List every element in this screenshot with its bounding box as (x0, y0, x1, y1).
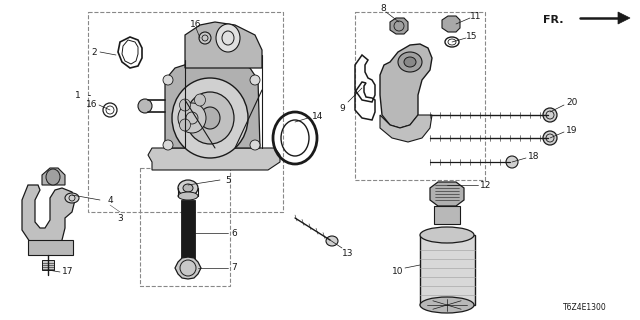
Bar (420, 235, 475, 305)
Text: 16: 16 (86, 100, 98, 108)
Ellipse shape (138, 99, 152, 113)
Polygon shape (442, 16, 460, 32)
Ellipse shape (216, 24, 240, 52)
Ellipse shape (404, 57, 416, 67)
Bar (88, 12, 283, 212)
Text: 18: 18 (528, 151, 540, 161)
Bar (181, 200, 195, 265)
Text: 9: 9 (339, 103, 345, 113)
Ellipse shape (163, 75, 173, 85)
Text: 4: 4 (107, 196, 113, 204)
Bar (42, 260, 54, 270)
Ellipse shape (506, 156, 518, 168)
Ellipse shape (195, 94, 205, 106)
Bar (355, 12, 485, 180)
Text: 10: 10 (392, 268, 404, 276)
Bar (434, 206, 460, 224)
Text: 12: 12 (480, 180, 492, 189)
Polygon shape (380, 115, 432, 142)
Ellipse shape (178, 180, 198, 196)
Polygon shape (22, 185, 75, 250)
Text: 14: 14 (312, 111, 324, 121)
Ellipse shape (178, 103, 206, 133)
Bar (28, 240, 73, 255)
Text: 17: 17 (62, 268, 74, 276)
Ellipse shape (250, 75, 260, 85)
Ellipse shape (179, 99, 191, 111)
Ellipse shape (179, 119, 191, 131)
Text: 1: 1 (75, 91, 81, 100)
Text: FR.: FR. (543, 15, 563, 25)
Text: 20: 20 (566, 98, 578, 107)
Ellipse shape (172, 78, 248, 158)
Ellipse shape (543, 131, 557, 145)
Text: 19: 19 (566, 125, 578, 134)
Ellipse shape (199, 32, 211, 44)
Polygon shape (148, 148, 280, 170)
Polygon shape (185, 22, 262, 68)
Ellipse shape (186, 92, 234, 144)
Ellipse shape (163, 140, 173, 150)
Polygon shape (175, 257, 201, 279)
Text: 8: 8 (380, 4, 386, 12)
Text: 2: 2 (91, 47, 97, 57)
Ellipse shape (200, 107, 220, 129)
Polygon shape (42, 168, 65, 185)
Ellipse shape (46, 169, 60, 185)
Ellipse shape (250, 140, 260, 150)
Polygon shape (380, 44, 432, 128)
Text: 13: 13 (342, 249, 354, 258)
Polygon shape (618, 12, 630, 24)
Text: 15: 15 (467, 31, 477, 41)
Text: 6: 6 (231, 228, 237, 237)
Polygon shape (430, 182, 464, 206)
Polygon shape (390, 18, 408, 34)
Text: 16: 16 (190, 20, 202, 28)
Text: 11: 11 (470, 12, 482, 20)
Ellipse shape (65, 193, 79, 203)
Ellipse shape (420, 297, 474, 313)
Polygon shape (165, 60, 260, 148)
Ellipse shape (178, 192, 198, 200)
Ellipse shape (543, 108, 557, 122)
Text: 3: 3 (117, 213, 123, 222)
Text: 5: 5 (225, 175, 231, 185)
Ellipse shape (183, 184, 193, 192)
Bar (140, 168, 230, 286)
Ellipse shape (326, 236, 338, 246)
Text: 7: 7 (231, 263, 237, 273)
Text: T6Z4E1300: T6Z4E1300 (563, 303, 607, 313)
Ellipse shape (420, 227, 474, 243)
Ellipse shape (398, 52, 422, 72)
